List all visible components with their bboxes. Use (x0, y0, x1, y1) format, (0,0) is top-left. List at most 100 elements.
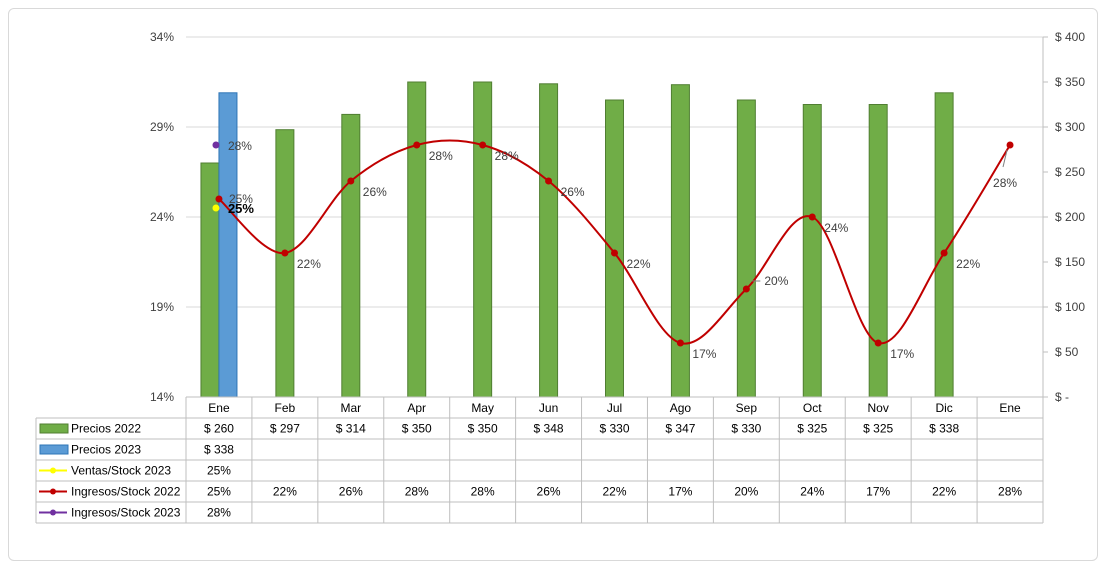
bar-precios-2022 (605, 99, 624, 398)
x-axis-category-label: Dic (935, 401, 952, 415)
bar-precios-2022 (670, 84, 690, 398)
x-axis-category-label: Mar (340, 401, 361, 415)
data-label: 17% (890, 347, 914, 361)
data-label: 25% (229, 192, 253, 206)
point-ingresos-stock-2022 (413, 141, 421, 149)
right-axis-tick-label: $ 50 (1055, 345, 1079, 359)
data-label: 22% (956, 257, 980, 271)
table-cell: $ 330 (731, 422, 761, 436)
table-cell: $ 260 (204, 422, 234, 436)
right-axis-tick-label: $ 400 (1055, 30, 1085, 44)
bar-precios-2022 (539, 83, 559, 398)
right-axis-tick-label: $ 250 (1055, 165, 1085, 179)
x-axis-category-label: Sep (736, 401, 758, 415)
table-cell: $ 314 (336, 422, 366, 436)
table-cell: $ 350 (402, 422, 432, 436)
data-label: 25% (228, 201, 254, 216)
legend-key-marker (50, 488, 56, 495)
table-cell: 20% (734, 485, 758, 499)
left-axis-tick-label: 29% (150, 120, 174, 134)
point-ingresos-stock-2022 (742, 285, 750, 293)
right-axis-tick-label: $ 150 (1055, 255, 1085, 269)
x-axis-category-label: May (471, 401, 494, 415)
x-axis-category-label: Jul (607, 401, 622, 415)
legend-label: Precios 2022 (71, 422, 141, 436)
right-axis-tick-label: $ 100 (1055, 300, 1085, 314)
legend-key-marker (50, 509, 56, 516)
bar-precios-2022 (275, 129, 295, 398)
left-axis-tick-label: 14% (150, 390, 174, 404)
right-axis-tick-label: $ 350 (1055, 75, 1085, 89)
table-cell: 17% (866, 485, 890, 499)
left-axis-tick-label: 34% (150, 30, 174, 44)
data-label: 28% (993, 176, 1017, 190)
chart-frame (8, 8, 1098, 561)
left-axis-tick-label: 19% (150, 300, 174, 314)
point-ingresos-stock-2022 (808, 213, 816, 221)
legend-key (39, 444, 69, 455)
right-axis-tick-label: $ 200 (1055, 210, 1085, 224)
table-cell: 17% (668, 485, 692, 499)
data-label: 20% (764, 274, 788, 288)
table-cell: $ 330 (599, 422, 629, 436)
point-ingresos-stock-2023 (212, 141, 220, 149)
table-cell: 22% (273, 485, 297, 499)
point-ingresos-stock-2022 (347, 177, 355, 185)
table-cell: 22% (932, 485, 956, 499)
point-ingresos-stock-2022 (479, 141, 487, 149)
x-axis-category-label: Nov (868, 401, 889, 415)
table-cell: $ 348 (534, 422, 564, 436)
point-ventas-stock-2023 (212, 204, 220, 212)
data-label: 28% (228, 139, 252, 153)
legend-label: Ingresos/Stock 2022 (71, 485, 181, 499)
point-ingresos-stock-2022 (215, 195, 223, 203)
legend-label: Ventas/Stock 2023 (71, 464, 171, 478)
table-cell: $ 338 (929, 422, 959, 436)
legend-label: Precios 2023 (71, 443, 141, 457)
x-axis-category-label: Jun (539, 401, 558, 415)
leader-line (1002, 149, 1008, 168)
point-ingresos-stock-2022 (1006, 141, 1014, 149)
data-label: 22% (627, 257, 651, 271)
data-label: 22% (297, 257, 321, 271)
table-cell: $ 325 (797, 422, 827, 436)
point-ingresos-stock-2022 (940, 249, 948, 257)
table-cell: 24% (800, 485, 824, 499)
table-cell: $ 325 (863, 422, 893, 436)
bar-precios-2022 (868, 104, 888, 398)
table-cell: 28% (207, 506, 231, 520)
point-ingresos-stock-2022 (545, 177, 553, 185)
x-axis-category-label: Ene (999, 401, 1021, 415)
x-axis-category-label: Feb (275, 401, 296, 415)
bar-precios-2022 (407, 81, 427, 398)
data-label: 17% (692, 347, 716, 361)
table-cell: 26% (339, 485, 363, 499)
data-label: 26% (363, 185, 387, 199)
table-cell: $ 338 (204, 443, 234, 457)
bar-precios-2022 (802, 104, 822, 398)
data-label: 26% (561, 185, 585, 199)
table-cell: 25% (207, 464, 231, 478)
point-ingresos-stock-2022 (676, 339, 684, 347)
table-cell: $ 297 (270, 422, 300, 436)
x-axis-category-label: Oct (803, 401, 822, 415)
left-axis-tick-label: 24% (150, 210, 174, 224)
table-cell: 22% (602, 485, 626, 499)
table-cell: 28% (471, 485, 495, 499)
table-cell: 28% (998, 485, 1022, 499)
legend-key (39, 423, 69, 434)
bar-precios-2022 (473, 81, 493, 398)
right-axis-tick-label: $ 300 (1055, 120, 1085, 134)
bar-precios-2022 (341, 113, 361, 398)
x-axis-category-label: Apr (407, 401, 426, 415)
legend-key-marker (50, 467, 56, 474)
point-ingresos-stock-2022 (874, 339, 882, 347)
table-cell: 25% (207, 485, 231, 499)
bar-precios-2022 (736, 99, 756, 398)
legend-label: Ingresos/Stock 2023 (71, 506, 181, 520)
table-cell: $ 347 (665, 422, 695, 436)
x-axis-category-label: Ene (208, 401, 230, 415)
data-label: 28% (495, 149, 519, 163)
table-cell: 28% (405, 485, 429, 499)
